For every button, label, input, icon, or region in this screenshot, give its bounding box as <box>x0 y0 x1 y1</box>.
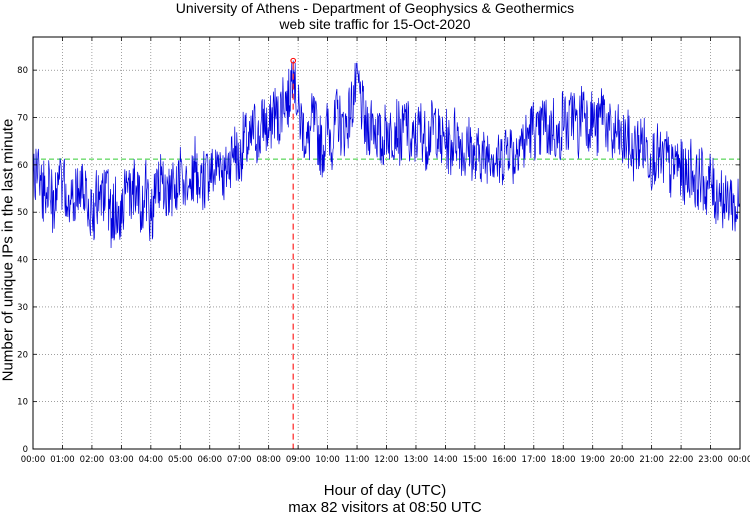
x-tick-label: 05:00 <box>168 455 193 465</box>
x-tick-label: 02:00 <box>80 455 105 465</box>
x-tick-label: 00:00 <box>21 455 46 465</box>
y-tick-label: 40 <box>17 256 28 266</box>
x-tick-label: 06:00 <box>198 455 223 465</box>
x-tick-label: 15:00 <box>463 455 488 465</box>
x-tick-label: 18:00 <box>551 455 576 465</box>
x-tick-label: 13:00 <box>404 455 429 465</box>
y-tick-label: 0 <box>23 445 28 455</box>
x-tick-label: 16:00 <box>492 455 517 465</box>
x-tick-label: 11:00 <box>345 455 370 465</box>
chart-title: University of Athens - Department of Geo… <box>175 0 575 16</box>
max-point-marker <box>290 57 297 64</box>
series-line <box>32 60 741 249</box>
x-tick-label: 17:00 <box>522 455 547 465</box>
x-tick-label: 21:00 <box>639 455 664 465</box>
x-tick-label: 20:00 <box>610 455 635 465</box>
x-tick-label: 08:00 <box>256 455 281 465</box>
x-tick-label: 10:00 <box>315 455 340 465</box>
x-tick-label: 22:00 <box>669 455 694 465</box>
x-tick-label: 03:00 <box>109 455 134 465</box>
y-tick-label: 80 <box>17 66 28 76</box>
max-visitors-note: max 82 visitors at 08:50 UTC <box>288 499 482 516</box>
chart-subtitle: web site traffic for 15-Oct-2020 <box>279 16 471 32</box>
x-axis-label: Hour of day (UTC) <box>323 482 447 499</box>
x-tick-label: 12:00 <box>374 455 399 465</box>
y-tick-label: 70 <box>17 114 28 124</box>
y-tick-label: 10 <box>17 398 28 408</box>
y-tick-label: 60 <box>17 161 28 171</box>
x-tick-label: 23:00 <box>698 455 723 465</box>
y-tick-label: 50 <box>17 208 28 218</box>
x-tick-label: 00:00 <box>728 455 750 465</box>
x-tick-label: 19:00 <box>580 455 605 465</box>
x-tick-label: 07:00 <box>227 455 252 465</box>
x-tick-label: 04:00 <box>139 455 164 465</box>
y-tick-label: 20 <box>17 350 28 360</box>
x-tick-label: 09:00 <box>286 455 311 465</box>
y-tick-label: 30 <box>17 303 28 313</box>
x-tick-label: 01:00 <box>50 455 75 465</box>
x-tick-label: 14:00 <box>433 455 458 465</box>
plot-area <box>33 37 740 449</box>
